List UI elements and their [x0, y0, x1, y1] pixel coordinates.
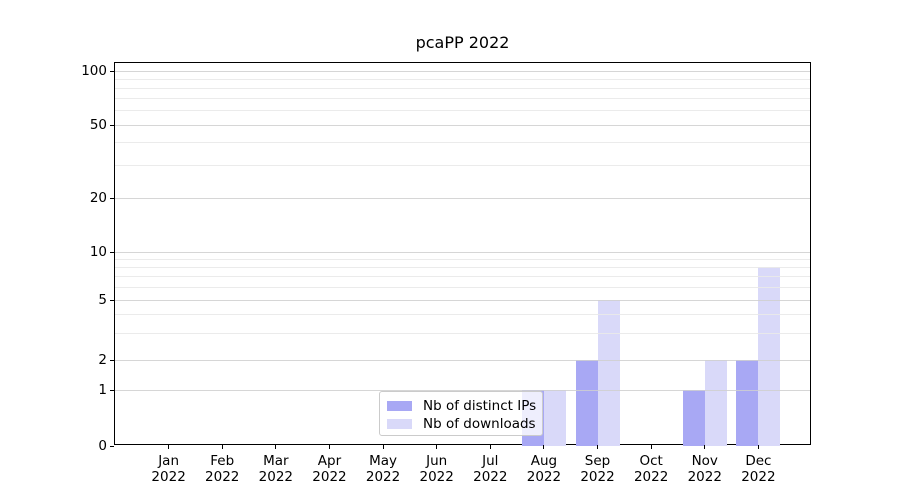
y-tick-label-5: 5: [98, 292, 107, 308]
legend-label-distinct-ips: Nb of distinct IPs: [423, 397, 537, 414]
x-tick-mark-sep: [597, 445, 599, 449]
x-tick-month: Sep: [584, 453, 611, 469]
y-tick-mark-50: [110, 124, 114, 126]
x-tick-month: Jan: [158, 453, 180, 469]
y-tick-mark-5: [110, 299, 114, 301]
x-tick-label-feb: Feb 2022: [194, 453, 250, 485]
x-tick-month: Mar: [263, 453, 289, 469]
y-tick-label-50: 50: [89, 117, 107, 133]
y-tick-mark-0: [110, 445, 114, 447]
x-tick-mark-may: [382, 445, 384, 449]
x-tick-year: 2022: [258, 469, 294, 485]
x-tick-label-jan: Jan 2022: [141, 453, 197, 485]
chart-title: pcaPP 2022: [415, 33, 510, 52]
bar-dec-ips: [736, 360, 759, 446]
x-tick-mark-oct: [650, 445, 652, 449]
y-tick-mark-10: [110, 251, 114, 253]
bar-dec-downloads: [758, 267, 781, 446]
y-tick-label-1: 1: [98, 382, 107, 398]
bar-nov-downloads: [704, 360, 727, 446]
y-tick-mark-2: [110, 359, 114, 361]
bars-layer: [115, 63, 810, 446]
x-tick-label-jul: Jul 2022: [462, 453, 518, 485]
x-tick-mark-mar: [275, 445, 277, 449]
x-tick-label-nov: Nov 2022: [677, 453, 733, 485]
legend-item-distinct-ips: Nb of distinct IPs: [387, 397, 537, 414]
x-tick-year: 2022: [741, 469, 776, 485]
x-tick-month: Oct: [639, 453, 663, 469]
bar-sep-downloads: [597, 300, 620, 446]
bar-nov-ips: [682, 390, 705, 446]
x-tick-year: 2022: [151, 469, 186, 485]
y-tick-label-100: 100: [81, 63, 107, 79]
y-tick-mark-100: [110, 70, 114, 72]
x-tick-month: Apr: [317, 453, 342, 469]
x-tick-mark-feb: [221, 445, 223, 449]
x-tick-label-oct: Oct 2022: [623, 453, 679, 485]
plot-area: 0 1 2 5 10 20 50 100 Jan 2022 Feb 2022 Mar 2022 Apr 202…: [81, 62, 811, 485]
x-tick-year: 2022: [312, 469, 347, 485]
y-tick-label-0: 0: [98, 438, 107, 454]
x-tick-month: Feb: [210, 453, 235, 469]
bar-aug-downloads: [543, 390, 566, 446]
x-tick-label-apr: Apr 2022: [301, 453, 357, 485]
y-tick-label-10: 10: [89, 244, 107, 260]
x-tick-month: Dec: [745, 453, 772, 469]
y-tick-label-20: 20: [89, 190, 107, 206]
x-tick-mark-dec: [757, 445, 759, 449]
x-tick-label-aug: Aug 2022: [516, 453, 572, 485]
legend-swatch-downloads: [387, 418, 412, 429]
x-tick-year: 2022: [580, 469, 615, 485]
x-tick-mark-apr: [328, 445, 330, 449]
x-tick-year: 2022: [526, 469, 562, 485]
x-tick-label-sep: Sep 2022: [570, 453, 626, 485]
legend: Nb of distinct IPs Nb of downloads: [379, 391, 543, 436]
x-tick-year: 2022: [687, 469, 722, 485]
y-tick-mark-1: [110, 389, 114, 391]
x-tick-year: 2022: [473, 469, 508, 485]
x-tick-month: May: [369, 453, 398, 469]
legend-label-downloads: Nb of downloads: [423, 415, 536, 432]
x-tick-mark-jul: [489, 445, 491, 449]
x-tick-label-may: May 2022: [355, 453, 411, 485]
x-tick-month: Aug: [530, 453, 558, 469]
y-tick-mark-20: [110, 197, 114, 199]
x-tick-year: 2022: [205, 469, 240, 485]
x-tick-label-jun: Jun 2022: [409, 453, 465, 485]
y-tick-label-2: 2: [98, 352, 107, 368]
x-tick-month: Jul: [482, 453, 499, 469]
x-tick-label-dec: Dec 2022: [730, 453, 786, 485]
x-tick-label-mar: Mar 2022: [248, 453, 304, 485]
x-tick-year: 2022: [633, 469, 669, 485]
x-tick-year: 2022: [419, 469, 454, 485]
x-tick-mark-aug: [543, 445, 545, 449]
x-tick-mark-jun: [436, 445, 438, 449]
axis-ticks-layer: 0 1 2 5 10 20 50 100 Jan 2022 Feb 2022 Mar 2022 Apr 202…: [81, 63, 810, 485]
x-tick-month: Jun: [426, 453, 448, 469]
legend-item-downloads: Nb of downloads: [387, 415, 536, 432]
x-tick-mark-nov: [704, 445, 706, 449]
x-tick-month: Nov: [691, 453, 718, 469]
bar-sep-ips: [575, 360, 598, 446]
x-tick-year: 2022: [365, 469, 401, 485]
legend-swatch-distinct-ips: [387, 400, 412, 411]
x-tick-mark-jan: [168, 445, 170, 449]
